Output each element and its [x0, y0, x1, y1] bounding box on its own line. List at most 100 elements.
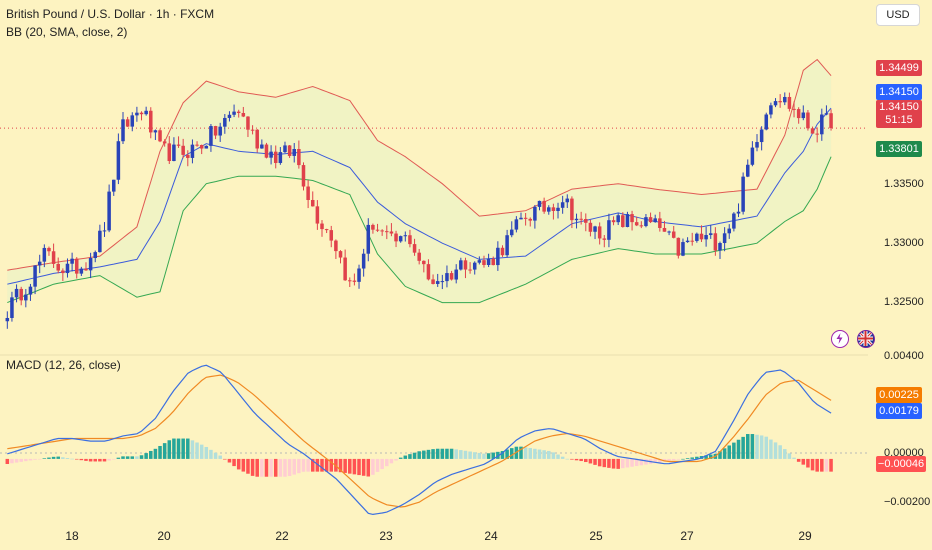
candle-body: [144, 110, 148, 115]
candle: [704, 226, 708, 247]
candle-body: [773, 101, 778, 106]
histogram-bar: [560, 456, 565, 459]
candle-body: [47, 247, 51, 252]
candle: [459, 257, 463, 271]
candle: [199, 144, 204, 155]
histogram-bar: [815, 458, 819, 472]
bb-indicator-label[interactable]: BB (20, SMA, close, 2): [6, 25, 128, 39]
candle-body: [394, 233, 398, 242]
histogram-bar: [394, 458, 398, 461]
candle-body: [560, 202, 565, 208]
histogram-bar: [37, 458, 42, 460]
x-tick-label: 29: [798, 529, 812, 543]
histogram-bar: [125, 456, 130, 459]
candle: [116, 133, 121, 185]
candle: [422, 260, 426, 273]
candle: [24, 289, 28, 308]
macd-hist-tag: −0.00046: [876, 456, 926, 472]
histogram-bar: [149, 450, 153, 459]
histogram-bar: [5, 458, 10, 464]
histogram-bar: [246, 458, 250, 474]
histogram-bar: [829, 458, 833, 472]
histogram-bar: [528, 448, 533, 459]
candle-body: [681, 242, 685, 256]
candle: [745, 159, 750, 178]
candle: [662, 220, 667, 232]
histogram-bar: [348, 458, 352, 474]
candle: [139, 111, 144, 121]
histogram-bar: [454, 449, 458, 459]
candle: [472, 261, 477, 275]
macd-indicator-label[interactable]: MACD (12, 26, close): [6, 358, 121, 372]
histogram-bar: [565, 458, 570, 460]
candle: [486, 253, 491, 268]
currency-button[interactable]: USD: [876, 4, 920, 26]
candle: [759, 126, 764, 151]
histogram-bar: [593, 458, 597, 465]
candle: [352, 273, 357, 286]
last-price-tag: 1.34150 51:15: [876, 100, 922, 128]
histogram-bar: [644, 458, 648, 465]
candle-body: [431, 279, 435, 284]
histogram-bar: [352, 458, 357, 475]
histogram-bar: [98, 458, 102, 462]
histogram-bar: [287, 458, 292, 477]
signal-line: [7, 374, 832, 508]
candle: [42, 244, 47, 268]
candle-body: [190, 144, 195, 158]
candle-body: [264, 144, 269, 158]
bollinger-bands: [7, 58, 832, 304]
candle-body: [412, 244, 417, 253]
candle-body: [218, 126, 222, 136]
candle-body: [135, 112, 139, 116]
candle: [181, 138, 185, 159]
candle-body: [658, 218, 662, 228]
candle-body: [477, 260, 482, 263]
candle-body: [375, 229, 380, 231]
candle-body: [255, 129, 259, 149]
candle-body: [389, 231, 394, 234]
histogram-bar: [579, 458, 583, 462]
candle: [426, 259, 431, 281]
bb-upper-tag: 1.34499: [876, 60, 922, 76]
candle-body: [445, 273, 449, 282]
histogram-bar: [445, 448, 449, 459]
histogram-bar: [542, 450, 546, 459]
histogram-bar: [102, 458, 107, 462]
candle-body: [273, 151, 278, 163]
x-tick-label: 24: [484, 529, 498, 543]
histogram-bar: [482, 453, 486, 459]
histogram-bar: [93, 458, 98, 462]
lightning-icon[interactable]: [831, 330, 849, 348]
candle-body: [708, 233, 713, 236]
histogram-bar: [74, 458, 79, 460]
candle: [616, 213, 620, 226]
uk-flag-icon[interactable]: [857, 330, 875, 348]
candle-body: [634, 222, 639, 226]
histogram-bar: [306, 458, 310, 472]
candle-body: [236, 111, 241, 113]
candle: [47, 246, 51, 256]
candle-body: [287, 145, 292, 156]
histogram-bar: [204, 446, 209, 459]
candle: [417, 248, 421, 265]
histogram-bar: [496, 451, 500, 459]
candle: [84, 262, 88, 271]
bb-basis-line: [7, 107, 832, 285]
candle-body: [125, 119, 130, 127]
candle-body: [348, 280, 352, 282]
candle: [357, 264, 361, 289]
candle-body: [301, 165, 306, 187]
histogram-bar: [459, 450, 463, 459]
candle-body: [528, 218, 533, 221]
candle-body: [671, 231, 676, 238]
candle: [144, 106, 148, 116]
candle-body: [472, 262, 477, 270]
histogram-bar: [588, 458, 593, 464]
histogram-bar: [796, 458, 801, 462]
histogram-bar: [570, 458, 574, 460]
histogram-bar: [477, 452, 482, 459]
histogram-bar: [315, 458, 320, 472]
candle: [255, 129, 259, 153]
